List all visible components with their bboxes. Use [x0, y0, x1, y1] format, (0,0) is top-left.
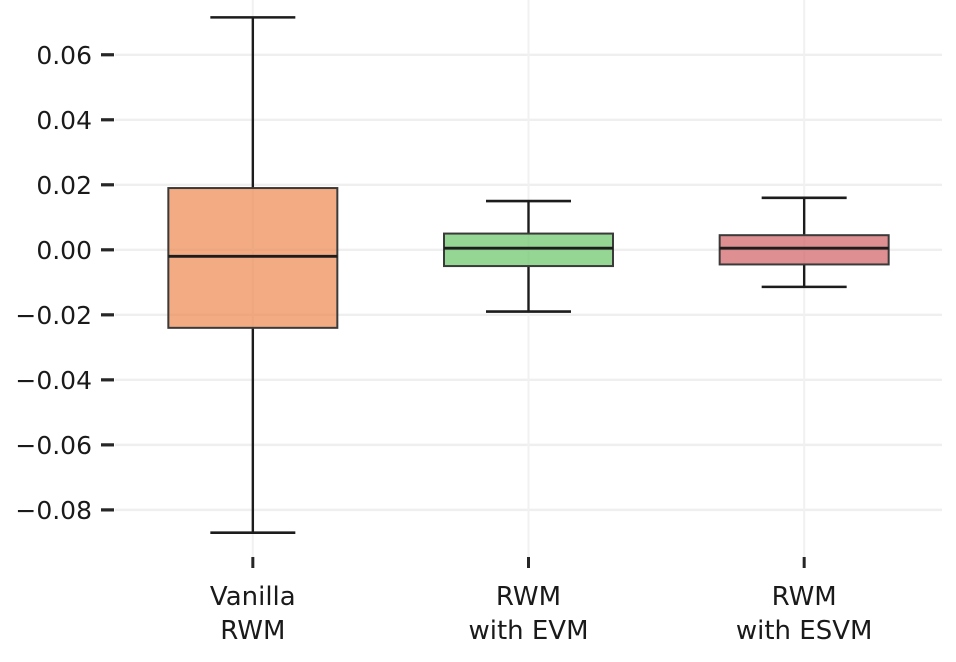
- box-rwm-with-esvm: [718, 234, 890, 266]
- y-tick-label: −0.04: [15, 366, 92, 395]
- y-tick-label: 0.04: [36, 106, 92, 135]
- y-tick-label: 0.06: [36, 41, 92, 70]
- x-tick-label-vanilla-rwm: Vanilla: [210, 582, 296, 612]
- y-tick-label: 0.02: [36, 171, 92, 200]
- y-tick-label: −0.08: [15, 496, 92, 525]
- y-tick-label: 0.00: [36, 236, 92, 265]
- x-tick-label-rwm-with-evm: RWM: [496, 582, 561, 612]
- x-tick-label-rwm-with-esvm: with ESVM: [736, 616, 873, 646]
- x-tick-label-vanilla-rwm: RWM: [220, 616, 285, 646]
- y-tick-label: −0.06: [15, 431, 92, 460]
- x-tick-label-rwm-with-esvm: RWM: [772, 582, 837, 612]
- box-rwm-with-evm: [443, 232, 614, 268]
- y-tick-label: −0.02: [15, 301, 92, 330]
- x-tick-label-rwm-with-evm: with EVM: [468, 616, 588, 646]
- box-vanilla-rwm: [167, 187, 339, 329]
